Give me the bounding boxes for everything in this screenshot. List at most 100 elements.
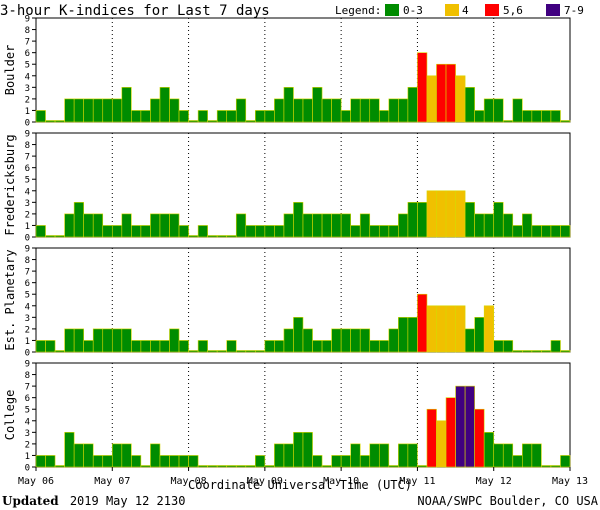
k-index-bar <box>131 455 142 468</box>
y-tick-label: 2 <box>25 210 30 220</box>
k-index-bar <box>121 87 132 123</box>
k-index-bar <box>35 110 46 123</box>
k-index-bar <box>331 98 342 123</box>
k-index-bar <box>331 328 342 353</box>
legend-text-5-6: 5,6 <box>503 4 523 17</box>
k-index-bar <box>197 465 208 468</box>
k-index-bar <box>398 98 409 123</box>
k-index-bar <box>340 455 351 468</box>
x-tick-label: May 09 <box>247 476 283 487</box>
k-index-bar <box>398 443 409 468</box>
k-index-bar <box>493 443 504 468</box>
k-index-bar <box>560 120 571 123</box>
k-index-bar <box>493 340 504 353</box>
k-index-bar <box>445 305 456 353</box>
k-index-bar <box>417 52 428 123</box>
k-index-bar <box>541 225 552 238</box>
k-index-bar <box>378 340 390 353</box>
k-index-bar <box>407 202 418 238</box>
k-index-bar <box>226 465 237 468</box>
k-index-bar <box>522 350 533 353</box>
k-index-bar <box>283 443 294 468</box>
y-tick-label: 7 <box>25 268 30 278</box>
y-tick-label: 2 <box>25 95 30 105</box>
y-tick-label: 7 <box>25 153 30 163</box>
k-index-bar <box>321 340 332 353</box>
y-tick-label: 8 <box>25 141 30 151</box>
k-index-bar <box>359 98 371 123</box>
k-index-bar <box>255 350 266 353</box>
k-index-bar <box>283 213 294 238</box>
k-index-bar <box>216 110 228 123</box>
legend-swatch-yellow <box>445 4 459 16</box>
y-tick-label: 4 <box>25 302 30 312</box>
k-index-bar <box>512 225 523 238</box>
credit-text: NOAA/SWPC Boulder, CO USA <box>417 494 598 508</box>
k-index-bar <box>226 340 237 353</box>
k-index-bar <box>541 350 552 353</box>
k-index-bar <box>159 87 170 123</box>
k-index-bar <box>35 455 46 468</box>
k-index-bar <box>188 235 199 238</box>
y-tick-label: 9 <box>25 245 30 255</box>
k-index-bar <box>207 235 218 238</box>
k-index-bar <box>188 350 199 353</box>
k-index-bar <box>560 455 571 468</box>
k-index-bar <box>131 340 142 353</box>
k-index-bar <box>140 340 151 353</box>
k-index-bar <box>455 75 466 123</box>
k-index-bar <box>445 63 456 123</box>
y-tick-label: 5 <box>25 291 30 301</box>
k-index-bar <box>531 350 542 353</box>
k-index-bar <box>474 408 485 468</box>
chart-title: 3-hour K-indices for Last 7 days <box>0 3 270 19</box>
k-index-bar <box>464 87 475 123</box>
k-index-bar <box>54 235 65 238</box>
k-index-bar <box>483 98 495 123</box>
k-index-bar <box>274 340 285 353</box>
y-tick-label: 8 <box>25 256 30 266</box>
k-index-bar <box>274 98 285 123</box>
y-tick-label: 7 <box>25 383 30 393</box>
k-index-bar <box>388 465 399 468</box>
panels-group: 0123456789Boulder0123456789Fredericksbur… <box>3 15 571 474</box>
k-index-bar <box>369 340 380 353</box>
y-tick-label: 3 <box>25 314 30 324</box>
k-index-bar <box>531 225 542 238</box>
k-index-bar <box>321 98 332 123</box>
k-index-bar <box>550 110 561 123</box>
k-index-bar <box>359 213 371 238</box>
k-index-bar <box>350 225 361 238</box>
k-index-bar <box>417 293 428 353</box>
x-tick-label: May 13 <box>552 476 588 487</box>
k-index-bar <box>550 465 561 468</box>
k-index-bar <box>73 328 84 353</box>
k-index-bar <box>35 225 46 238</box>
k-index-bar <box>102 455 113 468</box>
y-tick-label: 8 <box>25 26 30 36</box>
y-tick-label: 3 <box>25 199 30 209</box>
k-index-bar <box>483 432 495 468</box>
y-tick-label: 3 <box>25 84 30 94</box>
y-tick-label: 4 <box>25 187 30 197</box>
k-index-bar <box>321 213 332 238</box>
updated-label: Updated 2019 May 12 2130 <box>2 494 185 508</box>
k-index-bar <box>35 340 46 353</box>
k-index-bar <box>350 328 361 353</box>
k-index-bar <box>188 455 199 468</box>
k-index-bar <box>474 213 485 238</box>
k-index-bar <box>331 455 342 468</box>
k-index-bar <box>121 443 132 468</box>
k-index-bar <box>111 225 123 238</box>
k-index-bar <box>502 120 514 123</box>
y-tick-label: 6 <box>25 394 30 404</box>
k-index-bar <box>541 465 552 468</box>
y-tick-label: 1 <box>25 337 30 347</box>
k-index-bar <box>407 87 418 123</box>
k-index-bar <box>398 213 409 238</box>
k-index-bar <box>369 443 380 468</box>
k-index-bar <box>245 225 256 238</box>
y-tick-label: 4 <box>25 72 30 82</box>
k-index-bar <box>255 225 266 238</box>
k-index-bar <box>312 213 323 238</box>
